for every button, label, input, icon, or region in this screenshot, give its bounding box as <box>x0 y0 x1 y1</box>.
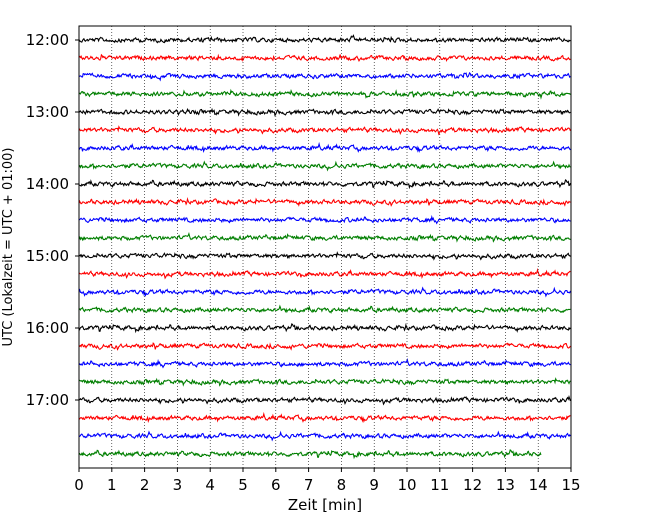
y-tick-label: 13:00 <box>26 103 69 121</box>
seismic-trace <box>78 71 571 82</box>
x-tick-label: 11 <box>430 476 449 494</box>
seismic-trace <box>78 304 571 314</box>
seismic-trace <box>78 411 571 423</box>
y-tick-label: 15:00 <box>26 247 69 265</box>
seismic-trace <box>78 377 571 387</box>
x-axis-label: Zeit [min] <box>288 496 362 514</box>
x-tick-label: 8 <box>337 476 347 494</box>
x-tick-label: 7 <box>304 476 314 494</box>
seismic-trace <box>78 107 571 117</box>
x-tick-label: 12 <box>463 476 482 494</box>
seismic-trace <box>78 430 571 442</box>
seismic-trace <box>78 196 571 207</box>
seismic-trace <box>78 342 571 351</box>
y-tick-label: 16:00 <box>26 319 69 337</box>
seismic-trace <box>78 395 571 406</box>
seismic-trace <box>79 251 571 261</box>
seismic-trace <box>78 160 571 172</box>
seismic-trace <box>78 125 571 136</box>
x-tick-label: 10 <box>397 476 416 494</box>
y-tick-label: 17:00 <box>26 391 69 409</box>
seismic-trace <box>78 286 571 298</box>
x-tick-label: 1 <box>107 476 117 494</box>
x-tick-label: 9 <box>369 476 379 494</box>
seismic-trace <box>78 267 571 280</box>
y-tick-label: 14:00 <box>26 175 69 193</box>
x-tick-label: 5 <box>238 476 248 494</box>
y-axis-ticks: 12:00 13:00 14:00 15:00 16:00 17:00 <box>26 31 79 409</box>
seismic-trace <box>78 322 571 334</box>
x-tick-label: 13 <box>496 476 515 494</box>
x-tick-label: 3 <box>173 476 183 494</box>
x-tick-label: 6 <box>271 476 281 494</box>
seismic-trace <box>78 358 571 369</box>
traces-group <box>78 34 571 460</box>
x-tick-label: 0 <box>74 476 84 494</box>
seismic-trace <box>78 34 571 44</box>
x-tick-label: 14 <box>529 476 548 494</box>
seismic-trace <box>78 449 542 460</box>
x-axis-ticks: 0 1 2 3 4 5 6 7 8 9 10 11 12 13 14 15 <box>74 468 581 494</box>
x-tick-label: 2 <box>140 476 150 494</box>
seismic-trace <box>78 53 571 63</box>
plot-frame <box>78 25 572 469</box>
x-tick-label: 4 <box>205 476 215 494</box>
y-tick-label: 12:00 <box>26 31 69 49</box>
y-axis-label: UTC (Lokalzeit = UTC + 01:00) <box>1 148 16 347</box>
seismic-trace <box>78 232 571 243</box>
seismic-trace <box>78 88 571 100</box>
seismic-trace <box>78 179 571 190</box>
x-tick-label: 15 <box>561 476 580 494</box>
seismic-trace <box>78 141 571 153</box>
seismic-trace <box>78 214 571 225</box>
